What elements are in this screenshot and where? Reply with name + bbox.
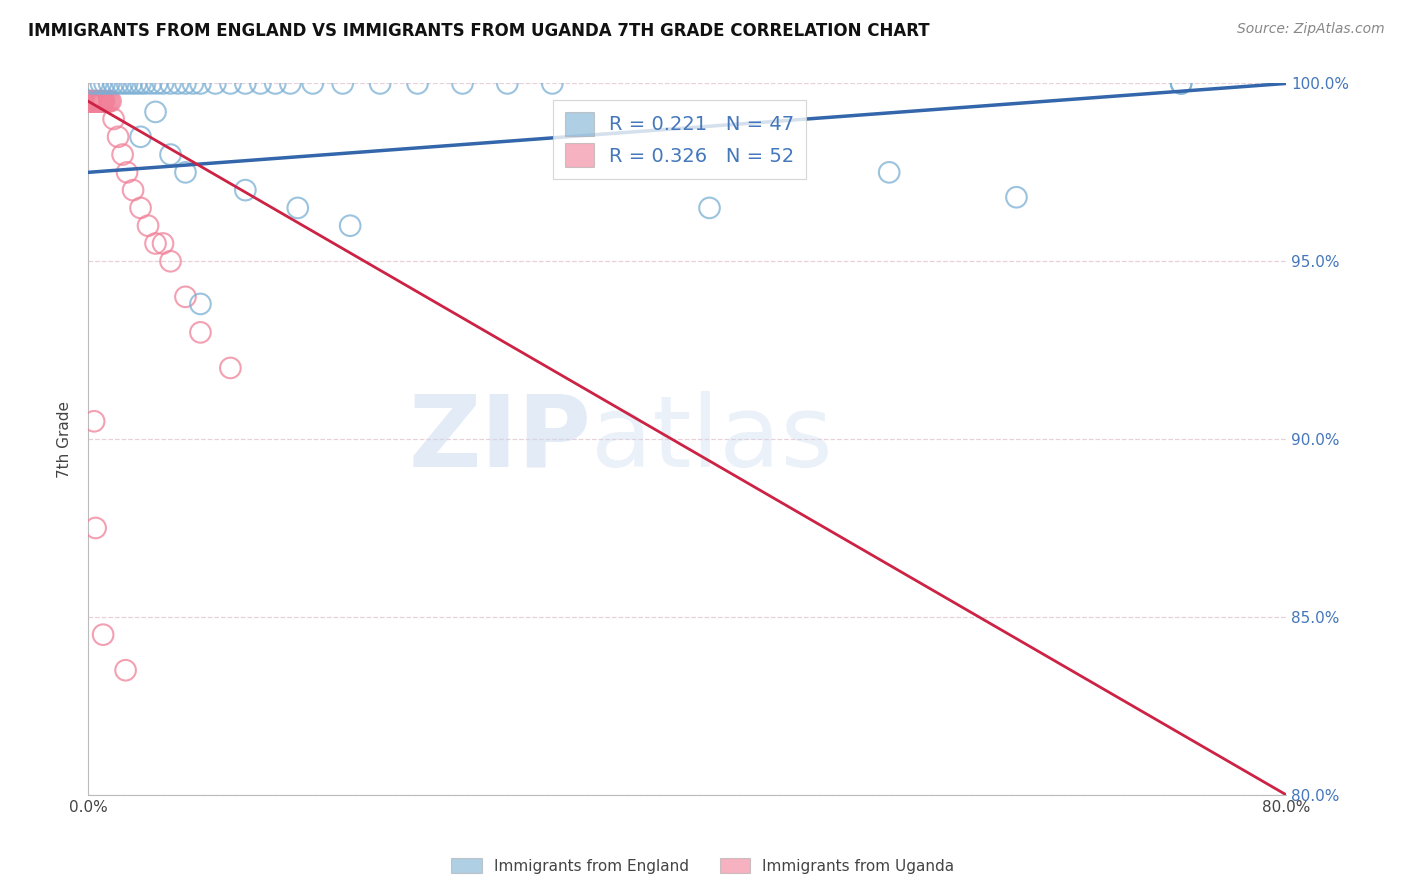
Point (80, 94, 103, 108)
Point (90, 77, 112, 91)
Legend: R = 0.221   N = 47, R = 0.326   N = 52: R = 0.221 N = 47, R = 0.326 N = 52 (553, 100, 807, 178)
Point (451, 77, 474, 91)
Point (496, 77, 519, 91)
Point (159, 77, 181, 91)
Point (235, 77, 257, 91)
Point (93, 94, 115, 108)
Point (368, 77, 391, 91)
Point (152, 77, 174, 91)
Point (80, 94, 103, 108)
Point (86, 94, 108, 108)
Point (82, 77, 104, 91)
Point (264, 77, 287, 91)
Point (79, 94, 101, 108)
Point (129, 201, 152, 215)
Point (1170, 77, 1192, 91)
Point (219, 77, 242, 91)
Point (122, 183, 145, 197)
Point (93, 77, 115, 91)
Point (100, 94, 122, 108)
Point (159, 147, 181, 161)
Point (145, 104, 167, 119)
Text: ZIP: ZIP (408, 391, 592, 488)
Point (98, 77, 121, 91)
Text: IMMIGRANTS FROM ENGLAND VS IMMIGRANTS FROM UGANDA 7TH GRADE CORRELATION CHART: IMMIGRANTS FROM ENGLAND VS IMMIGRANTS FR… (28, 22, 929, 40)
Point (84, 94, 107, 108)
Point (97, 94, 120, 108)
Point (79, 94, 101, 108)
Point (152, 236, 174, 251)
Point (146, 77, 169, 91)
Point (89, 94, 111, 108)
Point (235, 183, 257, 197)
Point (190, 326, 212, 340)
Point (174, 165, 197, 179)
Point (301, 77, 323, 91)
Point (87, 94, 110, 108)
Point (77, 94, 100, 108)
Point (204, 77, 226, 91)
Point (174, 77, 197, 91)
Legend: Immigrants from England, Immigrants from Uganda: Immigrants from England, Immigrants from… (446, 852, 960, 880)
Point (287, 201, 309, 215)
Point (190, 297, 212, 311)
Point (91, 94, 114, 108)
Point (139, 77, 162, 91)
Point (219, 360, 242, 375)
Point (87, 94, 110, 108)
Point (278, 77, 301, 91)
Point (107, 77, 129, 91)
Point (90, 94, 112, 108)
Text: atlas: atlas (592, 391, 832, 488)
Point (82, 94, 104, 108)
Point (115, 165, 138, 179)
Point (103, 77, 125, 91)
Point (1005, 190, 1028, 204)
Point (145, 236, 167, 251)
Point (134, 77, 156, 91)
Point (83, 414, 105, 428)
Point (103, 112, 125, 126)
Point (249, 77, 271, 91)
Point (94, 94, 117, 108)
Point (98, 94, 121, 108)
Point (332, 77, 354, 91)
Point (159, 254, 181, 268)
Point (190, 77, 212, 91)
Point (107, 129, 129, 144)
Point (699, 201, 721, 215)
Point (82, 94, 104, 108)
Point (84, 521, 107, 535)
Point (174, 290, 197, 304)
Point (129, 129, 152, 144)
Point (86, 94, 108, 108)
Point (877, 165, 900, 179)
Y-axis label: 7th Grade: 7th Grade (58, 401, 72, 477)
Point (541, 77, 564, 91)
Point (79, 94, 101, 108)
Point (91, 628, 114, 642)
Point (167, 77, 190, 91)
Point (89, 94, 111, 108)
Point (83, 94, 105, 108)
Point (93, 94, 115, 108)
Point (121, 77, 143, 91)
Point (111, 147, 134, 161)
Point (129, 77, 152, 91)
Point (115, 77, 138, 91)
Point (86, 77, 108, 91)
Point (406, 77, 429, 91)
Point (90, 94, 112, 108)
Point (83, 94, 105, 108)
Point (91, 94, 114, 108)
Point (125, 77, 148, 91)
Text: Source: ZipAtlas.com: Source: ZipAtlas.com (1237, 22, 1385, 37)
Point (181, 77, 204, 91)
Point (136, 219, 159, 233)
Point (79, 94, 101, 108)
Point (339, 219, 361, 233)
Point (111, 77, 134, 91)
Point (114, 663, 136, 677)
Point (1170, 77, 1192, 91)
